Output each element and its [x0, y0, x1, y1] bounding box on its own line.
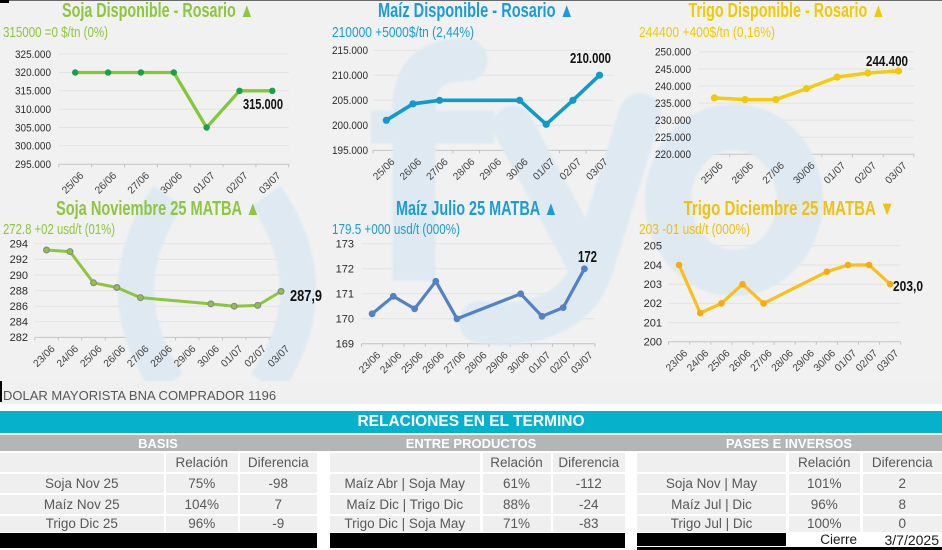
- svg-text:03/07: 03/07: [570, 350, 596, 376]
- svg-text:30/06: 30/06: [196, 344, 222, 370]
- svg-text:288: 288: [10, 285, 28, 297]
- svg-text:02/07: 02/07: [558, 157, 584, 183]
- svg-text:169: 169: [336, 339, 354, 351]
- svg-text:23/06: 23/06: [32, 344, 58, 370]
- svg-text:230.000: 230.000: [655, 115, 691, 127]
- svg-text:02/07: 02/07: [853, 160, 879, 186]
- svg-text:210000 +5000$/tn (2,44%): 210000 +5000$/tn (2,44%): [332, 24, 474, 41]
- svg-text:200.000: 200.000: [332, 120, 368, 132]
- svg-text:310.000: 310.000: [15, 104, 51, 116]
- svg-text:320.000: 320.000: [15, 67, 51, 79]
- svg-text:02/07: 02/07: [225, 170, 251, 196]
- svg-text:24/06: 24/06: [55, 344, 81, 370]
- svg-text:240.000: 240.000: [655, 81, 691, 93]
- svg-text:29/06: 29/06: [485, 350, 511, 376]
- svg-text:Trigo Diciembre 25 MATBA ▼: Trigo Diciembre 25 MATBA ▼: [684, 198, 895, 220]
- svg-text:203 -01 usd/t (000%): 203 -01 usd/t (000%): [639, 221, 750, 238]
- svg-text:286: 286: [10, 301, 28, 313]
- svg-text:171: 171: [336, 289, 354, 301]
- svg-text:26/06: 26/06: [93, 170, 119, 196]
- svg-text:26/06: 26/06: [102, 344, 128, 370]
- svg-text:01/07: 01/07: [822, 160, 848, 186]
- svg-text:25/06: 25/06: [707, 348, 733, 374]
- svg-text:204: 204: [644, 260, 662, 272]
- svg-text:282: 282: [10, 332, 28, 344]
- svg-text:203,0: 203,0: [893, 278, 923, 295]
- svg-text:244400 +400$/tn (0,16%): 244400 +400$/tn (0,16%): [639, 24, 775, 41]
- svg-text:03/07: 03/07: [875, 348, 901, 374]
- svg-text:30/06: 30/06: [506, 350, 532, 376]
- svg-text:210.000: 210.000: [570, 51, 611, 67]
- svg-text:215.000: 215.000: [332, 45, 368, 57]
- svg-text:30/06: 30/06: [812, 348, 838, 374]
- svg-text:305.000: 305.000: [15, 122, 51, 134]
- svg-text:24/06: 24/06: [685, 348, 711, 374]
- svg-text:200: 200: [644, 337, 662, 349]
- svg-text:30/06: 30/06: [159, 170, 185, 196]
- svg-text:315.000: 315.000: [243, 97, 283, 113]
- svg-text:315000 =0 $/tn (0%): 315000 =0 $/tn (0%): [3, 24, 108, 41]
- svg-text:195.000: 195.000: [332, 145, 368, 157]
- svg-text:28/06: 28/06: [463, 350, 489, 376]
- svg-text:Soja Noviembre 25 MATBA ▲: Soja Noviembre 25 MATBA ▲: [56, 198, 260, 220]
- svg-text:28/06: 28/06: [770, 348, 796, 374]
- svg-text:01/07: 01/07: [219, 344, 245, 370]
- svg-text:Trigo Disponible - Rosario ▲: Trigo Disponible - Rosario ▲: [689, 0, 886, 22]
- svg-text:29/06: 29/06: [172, 344, 198, 370]
- svg-text:03/07: 03/07: [884, 160, 910, 186]
- svg-text:272.8 +02 usd/t (01%): 272.8 +02 usd/t (01%): [3, 221, 115, 238]
- svg-text:29/06: 29/06: [791, 348, 817, 374]
- svg-text:25/06: 25/06: [79, 344, 105, 370]
- svg-text:201: 201: [644, 317, 662, 329]
- svg-text:292: 292: [10, 254, 28, 266]
- svg-text:01/07: 01/07: [833, 348, 859, 374]
- svg-text:24/06: 24/06: [378, 350, 404, 376]
- svg-text:284: 284: [10, 317, 28, 329]
- svg-text:28/06: 28/06: [451, 157, 477, 183]
- svg-text:27/06: 27/06: [749, 348, 775, 374]
- svg-text:01/07: 01/07: [192, 170, 218, 196]
- svg-text:295.000: 295.000: [15, 159, 51, 171]
- svg-text:220.000: 220.000: [655, 149, 691, 161]
- svg-text:205.000: 205.000: [332, 95, 368, 107]
- svg-text:25/06: 25/06: [60, 170, 86, 196]
- svg-text:172: 172: [578, 249, 597, 266]
- svg-text:01/07: 01/07: [527, 350, 553, 376]
- svg-text:290: 290: [10, 270, 28, 282]
- svg-text:244.400: 244.400: [866, 54, 908, 70]
- svg-text:245.000: 245.000: [655, 64, 691, 76]
- svg-text:173: 173: [336, 239, 354, 251]
- svg-text:203: 203: [644, 279, 662, 291]
- svg-text:02/07: 02/07: [854, 348, 880, 374]
- svg-text:300.000: 300.000: [15, 141, 51, 153]
- svg-text:325.000: 325.000: [15, 49, 51, 61]
- svg-text:250.000: 250.000: [655, 47, 691, 59]
- svg-text:235.000: 235.000: [655, 98, 691, 110]
- svg-text:179.5 +000 usd/t (000%): 179.5 +000 usd/t (000%): [332, 221, 460, 238]
- svg-text:26/06: 26/06: [730, 160, 756, 186]
- svg-text:210.000: 210.000: [332, 70, 368, 82]
- svg-text:205: 205: [644, 241, 662, 253]
- svg-text:Soja Disponible - Rosario ▲: Soja Disponible - Rosario ▲: [62, 0, 254, 22]
- svg-text:25/06: 25/06: [400, 350, 426, 376]
- svg-text:23/06: 23/06: [664, 348, 690, 374]
- svg-text:Maíz Disponible - Rosario ▲: Maíz Disponible - Rosario ▲: [378, 0, 574, 22]
- svg-text:225.000: 225.000: [655, 132, 691, 144]
- svg-text:294: 294: [10, 239, 28, 251]
- svg-text:02/07: 02/07: [548, 350, 574, 376]
- svg-text:170: 170: [336, 314, 354, 326]
- svg-text:315.000: 315.000: [15, 86, 51, 98]
- svg-text:27/06: 27/06: [126, 170, 152, 196]
- svg-text:23/06: 23/06: [357, 350, 383, 376]
- svg-text:29/06: 29/06: [478, 157, 504, 183]
- svg-text:26/06: 26/06: [421, 350, 447, 376]
- svg-text:172: 172: [336, 264, 354, 276]
- svg-text:Maíz Julio 25 MATBA ▲: Maíz Julio 25 MATBA ▲: [396, 198, 558, 220]
- svg-text:287,9: 287,9: [290, 288, 322, 305]
- svg-text:26/06: 26/06: [728, 348, 754, 374]
- svg-text:202: 202: [644, 298, 662, 310]
- svg-text:27/06: 27/06: [442, 350, 468, 376]
